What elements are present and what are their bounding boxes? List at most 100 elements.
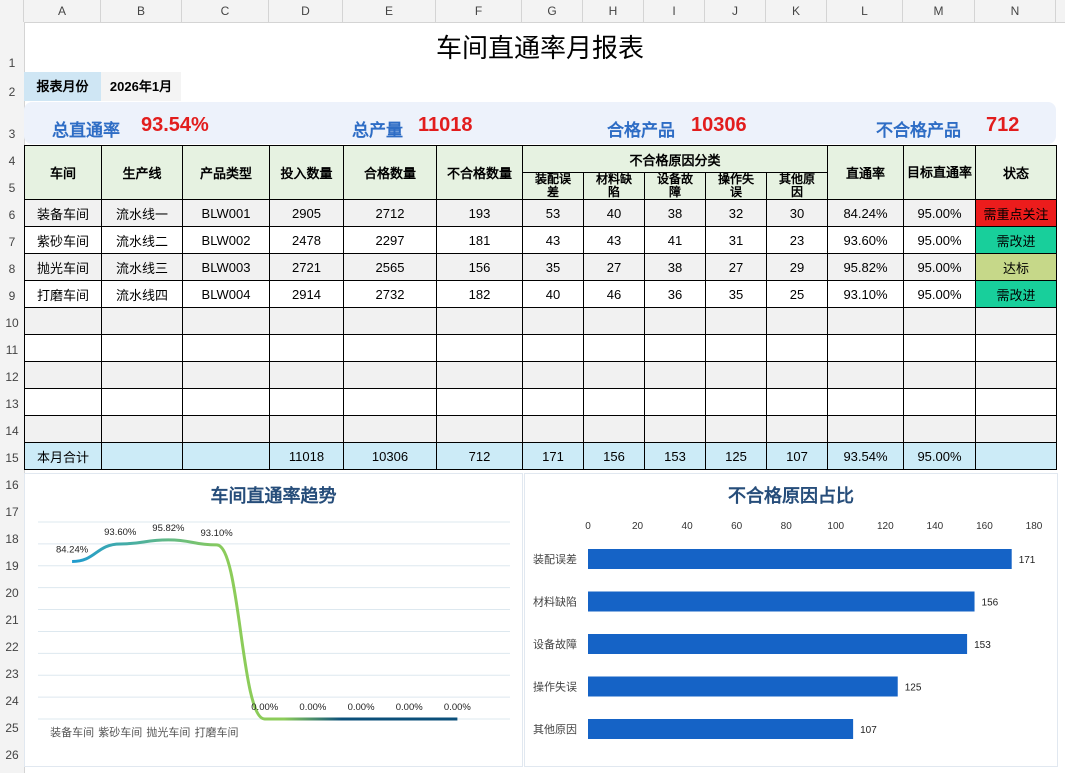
table-cell[interactable]: [436, 307, 523, 335]
cell-target[interactable]: 95.00%: [903, 199, 976, 227]
cell-c2[interactable]: 27: [583, 253, 645, 281]
header-target[interactable]: 目标直通率: [903, 145, 976, 200]
cell-product[interactable]: BLW001: [182, 199, 270, 227]
header-cause-material[interactable]: 材料缺陷: [583, 172, 645, 200]
cell-c2[interactable]: 40: [583, 199, 645, 227]
report-month-value[interactable]: 2026年1月: [101, 72, 181, 101]
column-header-h[interactable]: H: [583, 0, 644, 22]
column-header-j[interactable]: J: [705, 0, 766, 22]
table-cell[interactable]: [269, 334, 344, 362]
total-target[interactable]: 95.00%: [903, 442, 976, 470]
table-cell[interactable]: [975, 361, 1057, 389]
column-header-k[interactable]: K: [766, 0, 827, 22]
table-cell[interactable]: [101, 415, 183, 443]
total-c2[interactable]: 156: [583, 442, 645, 470]
cell-product[interactable]: BLW004: [182, 280, 270, 308]
row-header-2[interactable]: 2: [8, 85, 16, 99]
cell-c1[interactable]: 40: [522, 280, 584, 308]
cell-fail[interactable]: 182: [436, 280, 523, 308]
table-cell[interactable]: [182, 442, 270, 470]
table-cell[interactable]: [975, 334, 1057, 362]
cell-rate[interactable]: 93.10%: [827, 280, 904, 308]
cell-pass[interactable]: 2565: [343, 253, 437, 281]
row-header-21[interactable]: 21: [5, 613, 19, 627]
row-header-14[interactable]: 14: [5, 424, 19, 438]
table-cell[interactable]: [269, 388, 344, 416]
trend-chart[interactable]: 车间直通率趋势 84.24% 93.60% 95.82% 93.10% 0.00% 0.0…: [24, 473, 523, 767]
row-header-1[interactable]: 1: [8, 56, 16, 70]
table-cell[interactable]: [522, 334, 584, 362]
cell-fail[interactable]: 181: [436, 226, 523, 254]
column-header-e[interactable]: E: [343, 0, 436, 22]
table-cell[interactable]: [903, 334, 976, 362]
cell-input[interactable]: 2721: [269, 253, 344, 281]
table-cell[interactable]: [766, 388, 828, 416]
cell-c1[interactable]: 35: [522, 253, 584, 281]
table-cell[interactable]: [903, 388, 976, 416]
table-cell[interactable]: [522, 415, 584, 443]
table-cell[interactable]: [975, 442, 1057, 470]
table-cell[interactable]: [269, 307, 344, 335]
cell-rate[interactable]: 93.60%: [827, 226, 904, 254]
column-header-b[interactable]: B: [101, 0, 182, 22]
cell-rate[interactable]: 95.82%: [827, 253, 904, 281]
row-header-7[interactable]: 7: [8, 235, 16, 249]
row-header-15[interactable]: 15: [5, 451, 19, 465]
table-cell[interactable]: [24, 388, 102, 416]
row-header-18[interactable]: 18: [5, 532, 19, 546]
table-cell[interactable]: [522, 361, 584, 389]
status-badge[interactable]: 达标: [975, 253, 1057, 281]
header-pass[interactable]: 合格数量: [343, 145, 437, 200]
table-cell[interactable]: [903, 307, 976, 335]
row-header-6[interactable]: 6: [8, 208, 16, 222]
cell-workshop[interactable]: 打磨车间: [24, 280, 102, 308]
table-cell[interactable]: [827, 415, 904, 443]
table-cell[interactable]: [827, 361, 904, 389]
table-cell[interactable]: [24, 307, 102, 335]
column-header-d[interactable]: D: [269, 0, 343, 22]
header-cause-assembly[interactable]: 装配误差: [522, 172, 584, 200]
row-header-22[interactable]: 22: [5, 640, 19, 654]
table-cell[interactable]: [644, 334, 706, 362]
total-input[interactable]: 11018: [269, 442, 344, 470]
row-header-19[interactable]: 19: [5, 559, 19, 573]
cell-c3[interactable]: 38: [644, 253, 706, 281]
cell-pass[interactable]: 2712: [343, 199, 437, 227]
row-header-11[interactable]: 11: [5, 343, 19, 357]
table-cell[interactable]: [827, 334, 904, 362]
header-line[interactable]: 生产线: [101, 145, 183, 200]
cell-c5[interactable]: 29: [766, 253, 828, 281]
table-cell[interactable]: [705, 361, 767, 389]
cell-line[interactable]: 流水线三: [101, 253, 183, 281]
table-cell[interactable]: [827, 388, 904, 416]
table-cell[interactable]: [705, 388, 767, 416]
status-badge[interactable]: 需重点关注: [975, 199, 1057, 227]
total-c5[interactable]: 107: [766, 442, 828, 470]
cause-chart[interactable]: 不合格原因占比 0 20 40 60 80 100 120 140 160 180 装配误差 171 材…: [524, 473, 1058, 767]
row-header-8[interactable]: 8: [8, 262, 16, 276]
header-product[interactable]: 产品类型: [182, 145, 270, 200]
table-cell[interactable]: [436, 388, 523, 416]
table-cell[interactable]: [766, 307, 828, 335]
status-badge[interactable]: 需改进: [975, 226, 1057, 254]
table-cell[interactable]: [101, 361, 183, 389]
row-header-3[interactable]: 3: [8, 127, 16, 141]
cell-c3[interactable]: 38: [644, 199, 706, 227]
table-cell[interactable]: [101, 334, 183, 362]
table-cell[interactable]: [644, 415, 706, 443]
table-cell[interactable]: [24, 415, 102, 443]
table-cell[interactable]: [182, 388, 270, 416]
cell-target[interactable]: 95.00%: [903, 226, 976, 254]
select-all-corner[interactable]: [0, 0, 24, 22]
cell-c5[interactable]: 30: [766, 199, 828, 227]
cell-c4[interactable]: 27: [705, 253, 767, 281]
column-header-n[interactable]: N: [975, 0, 1056, 22]
table-cell[interactable]: [24, 334, 102, 362]
cell-workshop[interactable]: 装备车间: [24, 199, 102, 227]
table-cell[interactable]: [903, 361, 976, 389]
header-workshop[interactable]: 车间: [24, 145, 102, 200]
header-cause-operation[interactable]: 操作失误: [705, 172, 767, 200]
table-cell[interactable]: [101, 307, 183, 335]
cell-rate[interactable]: 84.24%: [827, 199, 904, 227]
table-cell[interactable]: [975, 388, 1057, 416]
